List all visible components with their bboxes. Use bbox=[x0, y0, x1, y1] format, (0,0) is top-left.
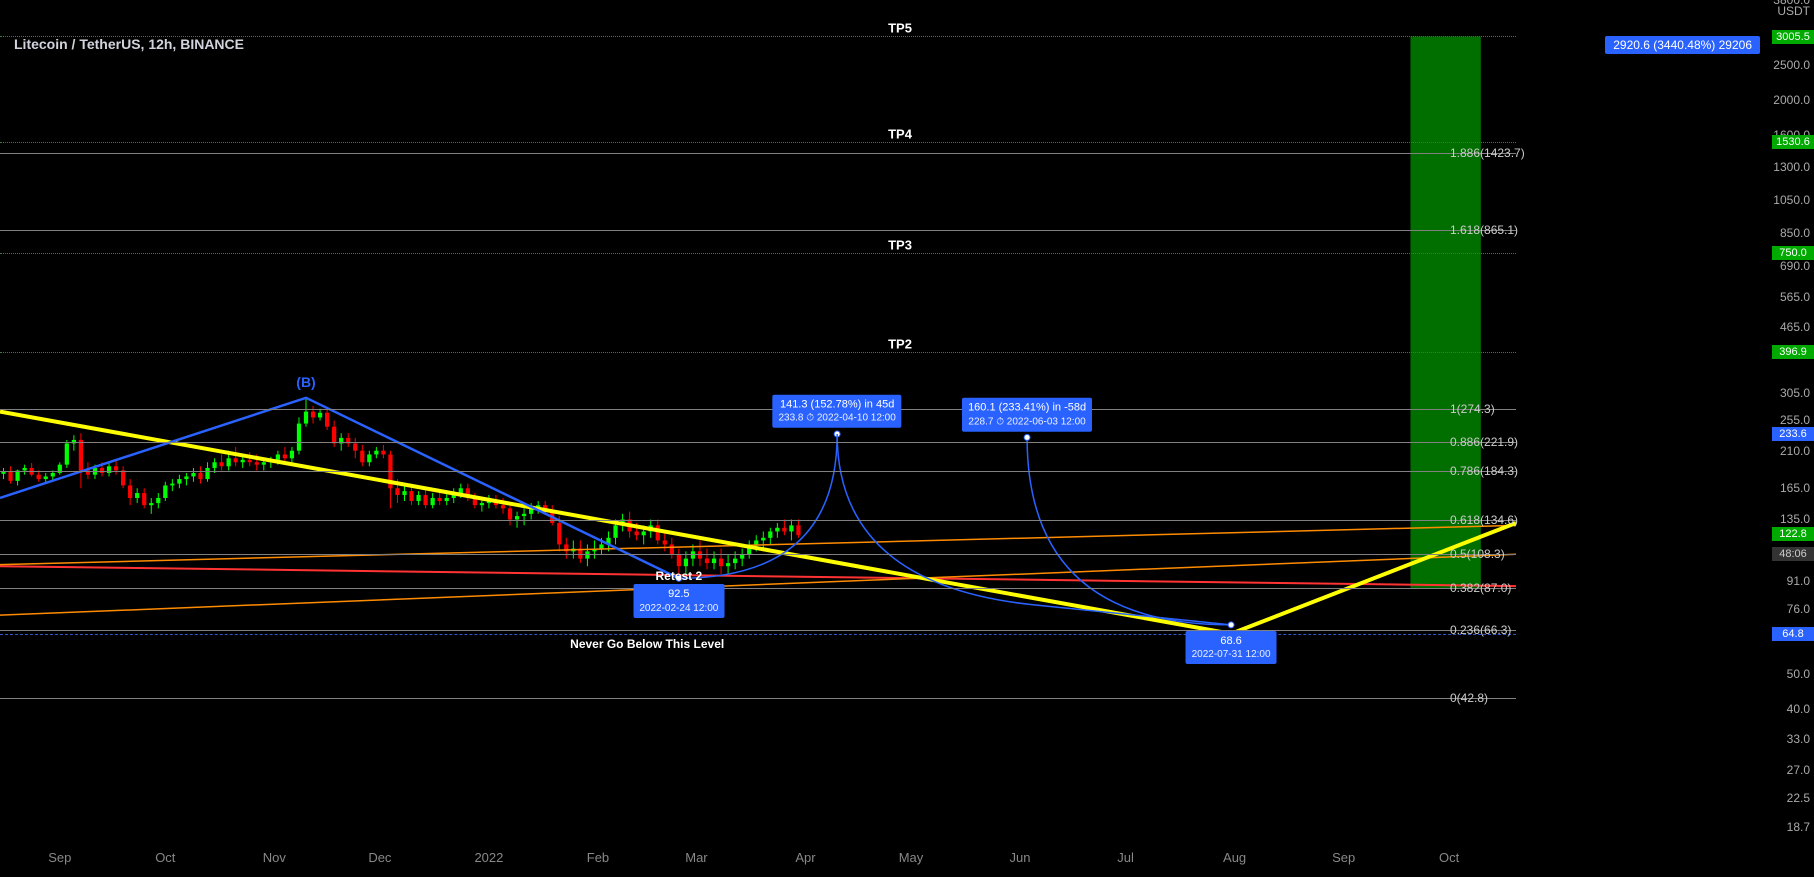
price-tick: 690.0 bbox=[1780, 259, 1810, 273]
fib-label: 1.618(865.1) bbox=[1450, 223, 1518, 237]
price-tick: 18.7 bbox=[1787, 820, 1810, 834]
tp-label: TP3 bbox=[888, 237, 912, 252]
fib-label: 0.236(66.3) bbox=[1450, 623, 1511, 637]
horizontal-line bbox=[0, 588, 1516, 589]
time-tick: Feb bbox=[587, 850, 609, 865]
price-tick: 50.0 bbox=[1787, 667, 1810, 681]
position-badge[interactable]: 2920.6 (3440.48%) 29206 bbox=[1605, 36, 1760, 54]
fib-label: 0.886(221.9) bbox=[1450, 435, 1518, 449]
price-badge: 3005.5 bbox=[1772, 30, 1814, 44]
price-tick: 22.5 bbox=[1787, 791, 1810, 805]
price-tick: 1050.0 bbox=[1773, 193, 1810, 207]
price-tick: 135.0 bbox=[1780, 512, 1810, 526]
price-tick: 76.0 bbox=[1787, 602, 1810, 616]
horizontal-line bbox=[0, 471, 1516, 472]
fib-label: 0(42.8) bbox=[1450, 691, 1488, 705]
horizontal-line bbox=[0, 230, 1516, 231]
horizontal-line bbox=[0, 409, 1516, 410]
fib-label: 0.5(108.3) bbox=[1450, 547, 1505, 561]
time-tick: Oct bbox=[155, 850, 175, 865]
time-tick: Jun bbox=[1010, 850, 1031, 865]
price-tick: 27.0 bbox=[1787, 763, 1810, 777]
measure-tooltip: 141.3 (152.78%) in 45d233.8 ⏱ 2022-04-10… bbox=[772, 395, 901, 428]
price-tick: 2500.0 bbox=[1773, 58, 1810, 72]
price-badge: 750.0 bbox=[1772, 246, 1814, 260]
fib-label: 0.618(134.6) bbox=[1450, 513, 1518, 527]
never-label: Never Go Below This Level bbox=[570, 637, 724, 651]
price-badge: 64.8 bbox=[1772, 627, 1814, 641]
tp-label: TP4 bbox=[888, 126, 912, 141]
price-badge: 396.9 bbox=[1772, 345, 1814, 359]
tp-label: TP2 bbox=[888, 336, 912, 351]
time-tick: Oct bbox=[1439, 850, 1459, 865]
wave-b-label: (B) bbox=[296, 374, 315, 390]
price-badge: 1530.6 bbox=[1772, 135, 1814, 149]
price-tick: 565.0 bbox=[1780, 290, 1810, 304]
fib-label: 1.886(1423.7) bbox=[1450, 146, 1525, 160]
price-tick: 2000.0 bbox=[1773, 93, 1810, 107]
price-tick: 40.0 bbox=[1787, 702, 1810, 716]
horizontal-line bbox=[0, 698, 1516, 699]
price-tick: 210.0 bbox=[1780, 444, 1810, 458]
time-tick: Aug bbox=[1223, 850, 1246, 865]
measure-tooltip: 92.52022-02-24 12:00 bbox=[633, 584, 724, 617]
horizontal-line bbox=[0, 36, 1516, 37]
chart-svg bbox=[0, 0, 1516, 842]
fib-label: 0.382(87.0) bbox=[1450, 581, 1511, 595]
horizontal-line bbox=[0, 442, 1516, 443]
time-tick: 2022 bbox=[474, 850, 503, 865]
time-tick: Sep bbox=[1332, 850, 1355, 865]
horizontal-line bbox=[0, 253, 1516, 254]
price-badge: 233.6 bbox=[1772, 427, 1814, 441]
horizontal-line bbox=[0, 142, 1516, 143]
horizontal-line bbox=[0, 634, 1516, 635]
price-tick: 3800.0 bbox=[1773, 0, 1810, 7]
price-tick: 91.0 bbox=[1787, 574, 1810, 588]
price-tick: 465.0 bbox=[1780, 320, 1810, 334]
fib-label: 0.786(184.3) bbox=[1450, 464, 1518, 478]
time-tick: Jul bbox=[1117, 850, 1134, 865]
tp-label: TP5 bbox=[888, 20, 912, 35]
measure-tooltip: 68.62022-07-31 12:00 bbox=[1186, 631, 1277, 664]
price-tick: 850.0 bbox=[1780, 226, 1810, 240]
horizontal-line bbox=[0, 554, 1516, 555]
time-tick: Sep bbox=[48, 850, 71, 865]
price-tick: 165.0 bbox=[1780, 481, 1810, 495]
chart-area[interactable]: 1.886(1423.7)1.618(865.1)1(274.3)0.886(2… bbox=[0, 0, 1516, 842]
price-badge: 122.8 bbox=[1772, 527, 1814, 541]
price-tick: 255.0 bbox=[1780, 413, 1810, 427]
time-axis[interactable]: Sep Oct Nov Dec 2022 Feb Mar Apr May Jun Jul Aug Sep… bbox=[0, 842, 1516, 877]
time-tick: Dec bbox=[368, 850, 391, 865]
chart-container: Litecoin / TetherUS, 12h, BINANCE 2920.6… bbox=[0, 0, 1814, 877]
price-tick: 33.0 bbox=[1787, 732, 1810, 746]
time-tick: Nov bbox=[263, 850, 286, 865]
time-tick: May bbox=[899, 850, 924, 865]
countdown-badge: 48:06 bbox=[1772, 547, 1814, 561]
horizontal-line bbox=[0, 520, 1516, 521]
fib-label: 1(274.3) bbox=[1450, 402, 1495, 416]
price-tick: 305.0 bbox=[1780, 386, 1810, 400]
price-axis[interactable]: USDT 3800.03005.52500.02000.01600.01300.… bbox=[1766, 0, 1814, 842]
time-tick: Mar bbox=[685, 850, 707, 865]
time-tick: Apr bbox=[795, 850, 815, 865]
price-tick: 1300.0 bbox=[1773, 160, 1810, 174]
horizontal-line bbox=[0, 153, 1516, 154]
measure-tooltip: 160.1 (233.41%) in -58d228.7 ⏱ 2022-06-0… bbox=[962, 398, 1092, 431]
horizontal-line bbox=[0, 630, 1516, 631]
horizontal-line bbox=[0, 352, 1516, 353]
retest-label: Retest 2 bbox=[656, 569, 703, 583]
